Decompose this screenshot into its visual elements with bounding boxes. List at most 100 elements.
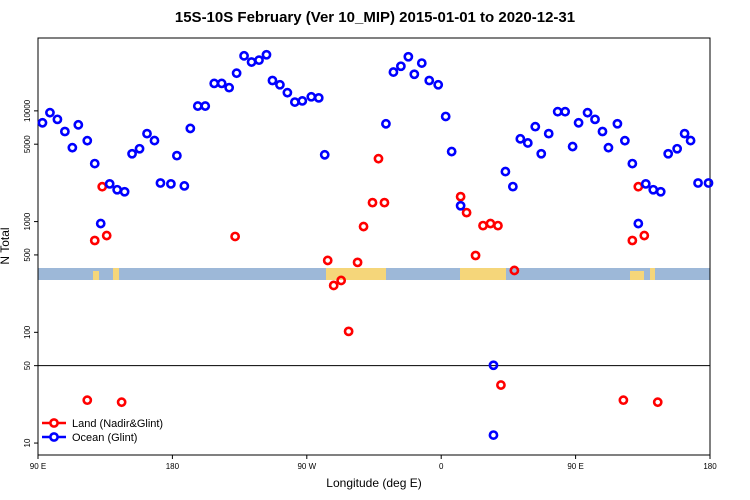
- legend-marker: [49, 432, 59, 442]
- point: [97, 181, 108, 192]
- point: [381, 118, 391, 129]
- point: [192, 101, 203, 111]
- point: [530, 121, 541, 132]
- point: [470, 250, 481, 261]
- legend-marker: [49, 418, 59, 428]
- point: [231, 68, 242, 79]
- point: [289, 97, 300, 107]
- y-tick-label: 10000: [23, 99, 32, 122]
- point: [496, 380, 506, 390]
- chart-title: 15S-10S February (Ver 10_MIP) 2015-01-01…: [175, 9, 575, 26]
- point: [703, 178, 714, 188]
- point: [395, 61, 406, 72]
- y-tick-label: 100: [23, 325, 32, 339]
- point: [95, 218, 106, 229]
- point: [640, 178, 651, 189]
- point: [319, 149, 330, 160]
- point: [224, 82, 235, 93]
- point: [612, 118, 623, 129]
- point: [134, 143, 145, 154]
- point: [424, 75, 435, 86]
- point: [648, 184, 659, 195]
- point: [313, 92, 324, 103]
- point: [536, 148, 547, 159]
- point: [493, 220, 503, 231]
- y-tick-label: 10: [23, 438, 32, 447]
- point: [373, 153, 384, 164]
- point: [328, 280, 339, 291]
- y-tick-label: 5000: [23, 135, 32, 153]
- point: [322, 255, 333, 266]
- point: [693, 178, 703, 188]
- x-axis-label: Longitude (deg E): [326, 476, 421, 490]
- point: [582, 107, 593, 118]
- point: [433, 79, 444, 90]
- point: [82, 135, 93, 146]
- point: [461, 207, 472, 218]
- point: [37, 117, 48, 128]
- point: [101, 230, 112, 241]
- point: [52, 114, 63, 125]
- point: [618, 395, 629, 406]
- point: [82, 395, 93, 406]
- point: [552, 106, 563, 117]
- point: [560, 106, 571, 117]
- point: [209, 78, 220, 89]
- legend-label: Ocean (Glint): [72, 432, 137, 444]
- point: [639, 230, 650, 241]
- point: [179, 181, 190, 191]
- point: [485, 218, 496, 229]
- point: [416, 58, 427, 68]
- point: [379, 197, 390, 208]
- point: [672, 143, 683, 154]
- point: [297, 96, 308, 106]
- y-tick-label: 1000: [23, 212, 32, 230]
- point: [633, 218, 644, 229]
- point: [104, 178, 115, 189]
- point: [142, 128, 152, 139]
- point: [652, 397, 663, 408]
- x-tick-label: 90 E: [30, 462, 46, 471]
- point: [567, 141, 578, 152]
- point: [488, 360, 499, 371]
- x-tick-label: 180: [166, 462, 180, 471]
- point: [67, 142, 78, 153]
- point: [619, 135, 630, 146]
- x-tick-label: 90 E: [567, 462, 583, 471]
- point: [603, 142, 614, 153]
- point: [679, 128, 690, 139]
- point: [336, 275, 347, 286]
- point: [367, 197, 378, 208]
- point: [358, 221, 369, 232]
- point: [488, 430, 499, 440]
- point: [403, 51, 414, 62]
- point: [200, 101, 211, 111]
- plot-frame: [37, 37, 711, 456]
- point: [352, 257, 363, 268]
- point: [73, 119, 84, 130]
- point: [500, 166, 511, 177]
- point: [509, 265, 520, 276]
- point: [597, 126, 608, 137]
- x-tick-label: 180: [703, 462, 717, 471]
- map-strip: [38, 268, 710, 280]
- point: [440, 111, 451, 122]
- point: [89, 158, 100, 169]
- point: [627, 235, 638, 246]
- point: [343, 326, 354, 337]
- point: [261, 49, 272, 60]
- legend: Land (Nadir&Glint) Ocean (Glint): [42, 418, 163, 444]
- point: [388, 67, 399, 77]
- point: [275, 79, 285, 90]
- point: [633, 181, 644, 192]
- point: [166, 178, 176, 189]
- point: [155, 178, 166, 188]
- x-tick-label: 90 W: [297, 462, 316, 471]
- point: [149, 135, 160, 146]
- point: [655, 186, 666, 197]
- point: [543, 128, 554, 139]
- point: [573, 117, 584, 128]
- point: [112, 184, 123, 195]
- y-tick-label: 50: [23, 361, 32, 370]
